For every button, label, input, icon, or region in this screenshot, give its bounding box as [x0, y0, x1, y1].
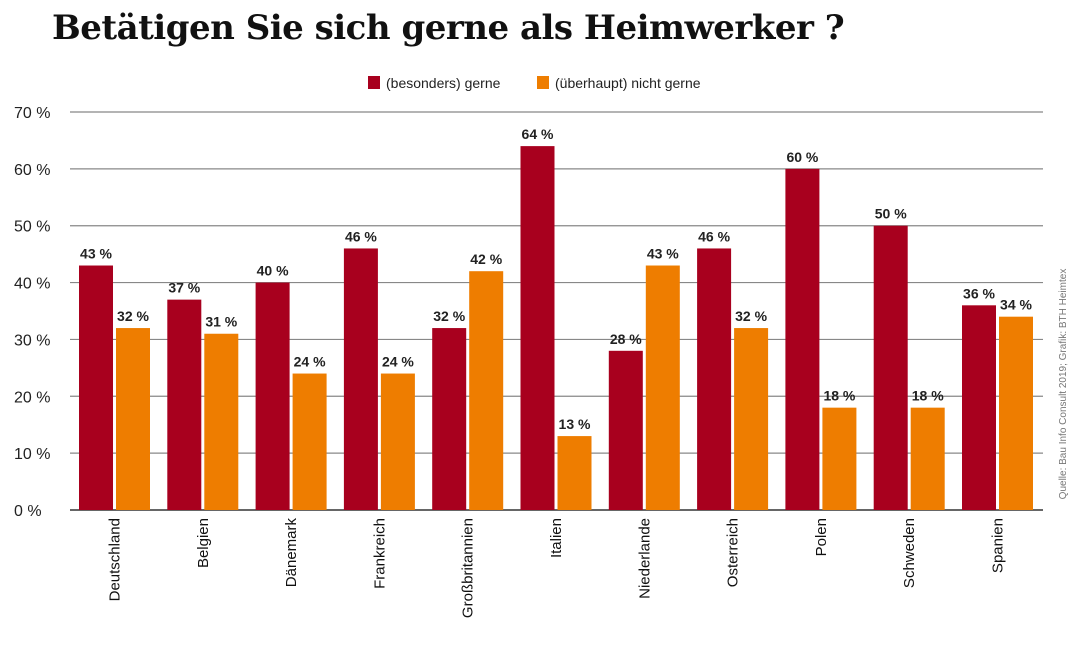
bar: [697, 248, 732, 510]
bar: [380, 373, 415, 510]
data-label: 18 %: [912, 388, 944, 404]
x-tick-label: Großbritannien: [460, 518, 477, 618]
data-label: 31 %: [205, 314, 237, 330]
bar: [785, 168, 820, 510]
x-tick-label: Osterreich: [725, 518, 742, 587]
x-tick-label: Dänemark: [283, 518, 300, 588]
data-label: 50 %: [875, 206, 907, 222]
bar: [292, 373, 327, 510]
bar: [79, 265, 113, 510]
data-label: 64 %: [522, 126, 554, 142]
bar: [432, 328, 467, 510]
legend-swatch: [368, 76, 380, 89]
bar: [962, 305, 996, 510]
y-tick-label: 0 %: [14, 503, 42, 520]
bar: [608, 350, 643, 510]
data-label: 42 %: [470, 251, 502, 267]
bar: [204, 333, 239, 510]
y-tick-label: 10 %: [14, 446, 50, 463]
legend-label: (besonders) gerne: [386, 75, 501, 91]
bar: [822, 407, 857, 510]
bar: [343, 248, 378, 510]
bar: [116, 328, 150, 510]
bar: [469, 271, 504, 510]
data-label: 46 %: [698, 228, 730, 244]
y-tick-label: 70 %: [14, 105, 50, 122]
bar: [167, 299, 202, 510]
bar: [873, 225, 908, 510]
data-label: 32 %: [117, 308, 149, 324]
bar: [557, 436, 592, 510]
x-tick-label: Spanien: [990, 518, 1007, 573]
x-tick-label: Schweden: [901, 518, 918, 588]
y-tick-label: 20 %: [14, 389, 50, 406]
x-tick-label: Niederlande: [636, 518, 653, 599]
x-tick-label: Frankreich: [371, 518, 388, 589]
data-label: 34 %: [1000, 297, 1032, 313]
chart-title: Betätigen Sie sich gerne als Heimwerker …: [52, 8, 845, 48]
data-label: 13 %: [559, 416, 591, 432]
legend-label: (überhaupt) nicht gerne: [555, 75, 701, 91]
x-tick-label: Italien: [548, 518, 565, 558]
data-label: 32 %: [433, 308, 465, 324]
y-tick-label: 40 %: [14, 276, 50, 293]
y-tick-label: 60 %: [14, 162, 50, 179]
bar: [734, 328, 769, 510]
bar: [999, 316, 1033, 510]
bar: [910, 407, 945, 510]
y-tick-label: 30 %: [14, 332, 50, 349]
data-label: 60 %: [786, 149, 818, 165]
bar: [520, 146, 555, 510]
data-label: 24 %: [382, 354, 414, 370]
x-tick-label: Belgien: [195, 518, 212, 568]
source-note: Quelle: Bau Info Consult 2019; Grafik: B…: [1058, 269, 1069, 500]
data-label: 43 %: [80, 246, 112, 262]
data-label: 28 %: [610, 331, 642, 347]
data-label: 37 %: [168, 280, 200, 296]
x-tick-label: Deutschland: [107, 518, 124, 601]
data-label: 18 %: [823, 388, 855, 404]
x-tick-label: Polen: [813, 518, 830, 556]
data-label: 36 %: [963, 285, 995, 301]
bar: [645, 265, 680, 510]
y-tick-label: 50 %: [14, 219, 50, 236]
data-label: 24 %: [294, 354, 326, 370]
data-label: 43 %: [647, 246, 679, 262]
data-label: 40 %: [257, 263, 289, 279]
data-label: 32 %: [735, 308, 767, 324]
data-label: 46 %: [345, 228, 377, 244]
bar: [255, 282, 290, 510]
legend-swatch: [537, 76, 549, 89]
